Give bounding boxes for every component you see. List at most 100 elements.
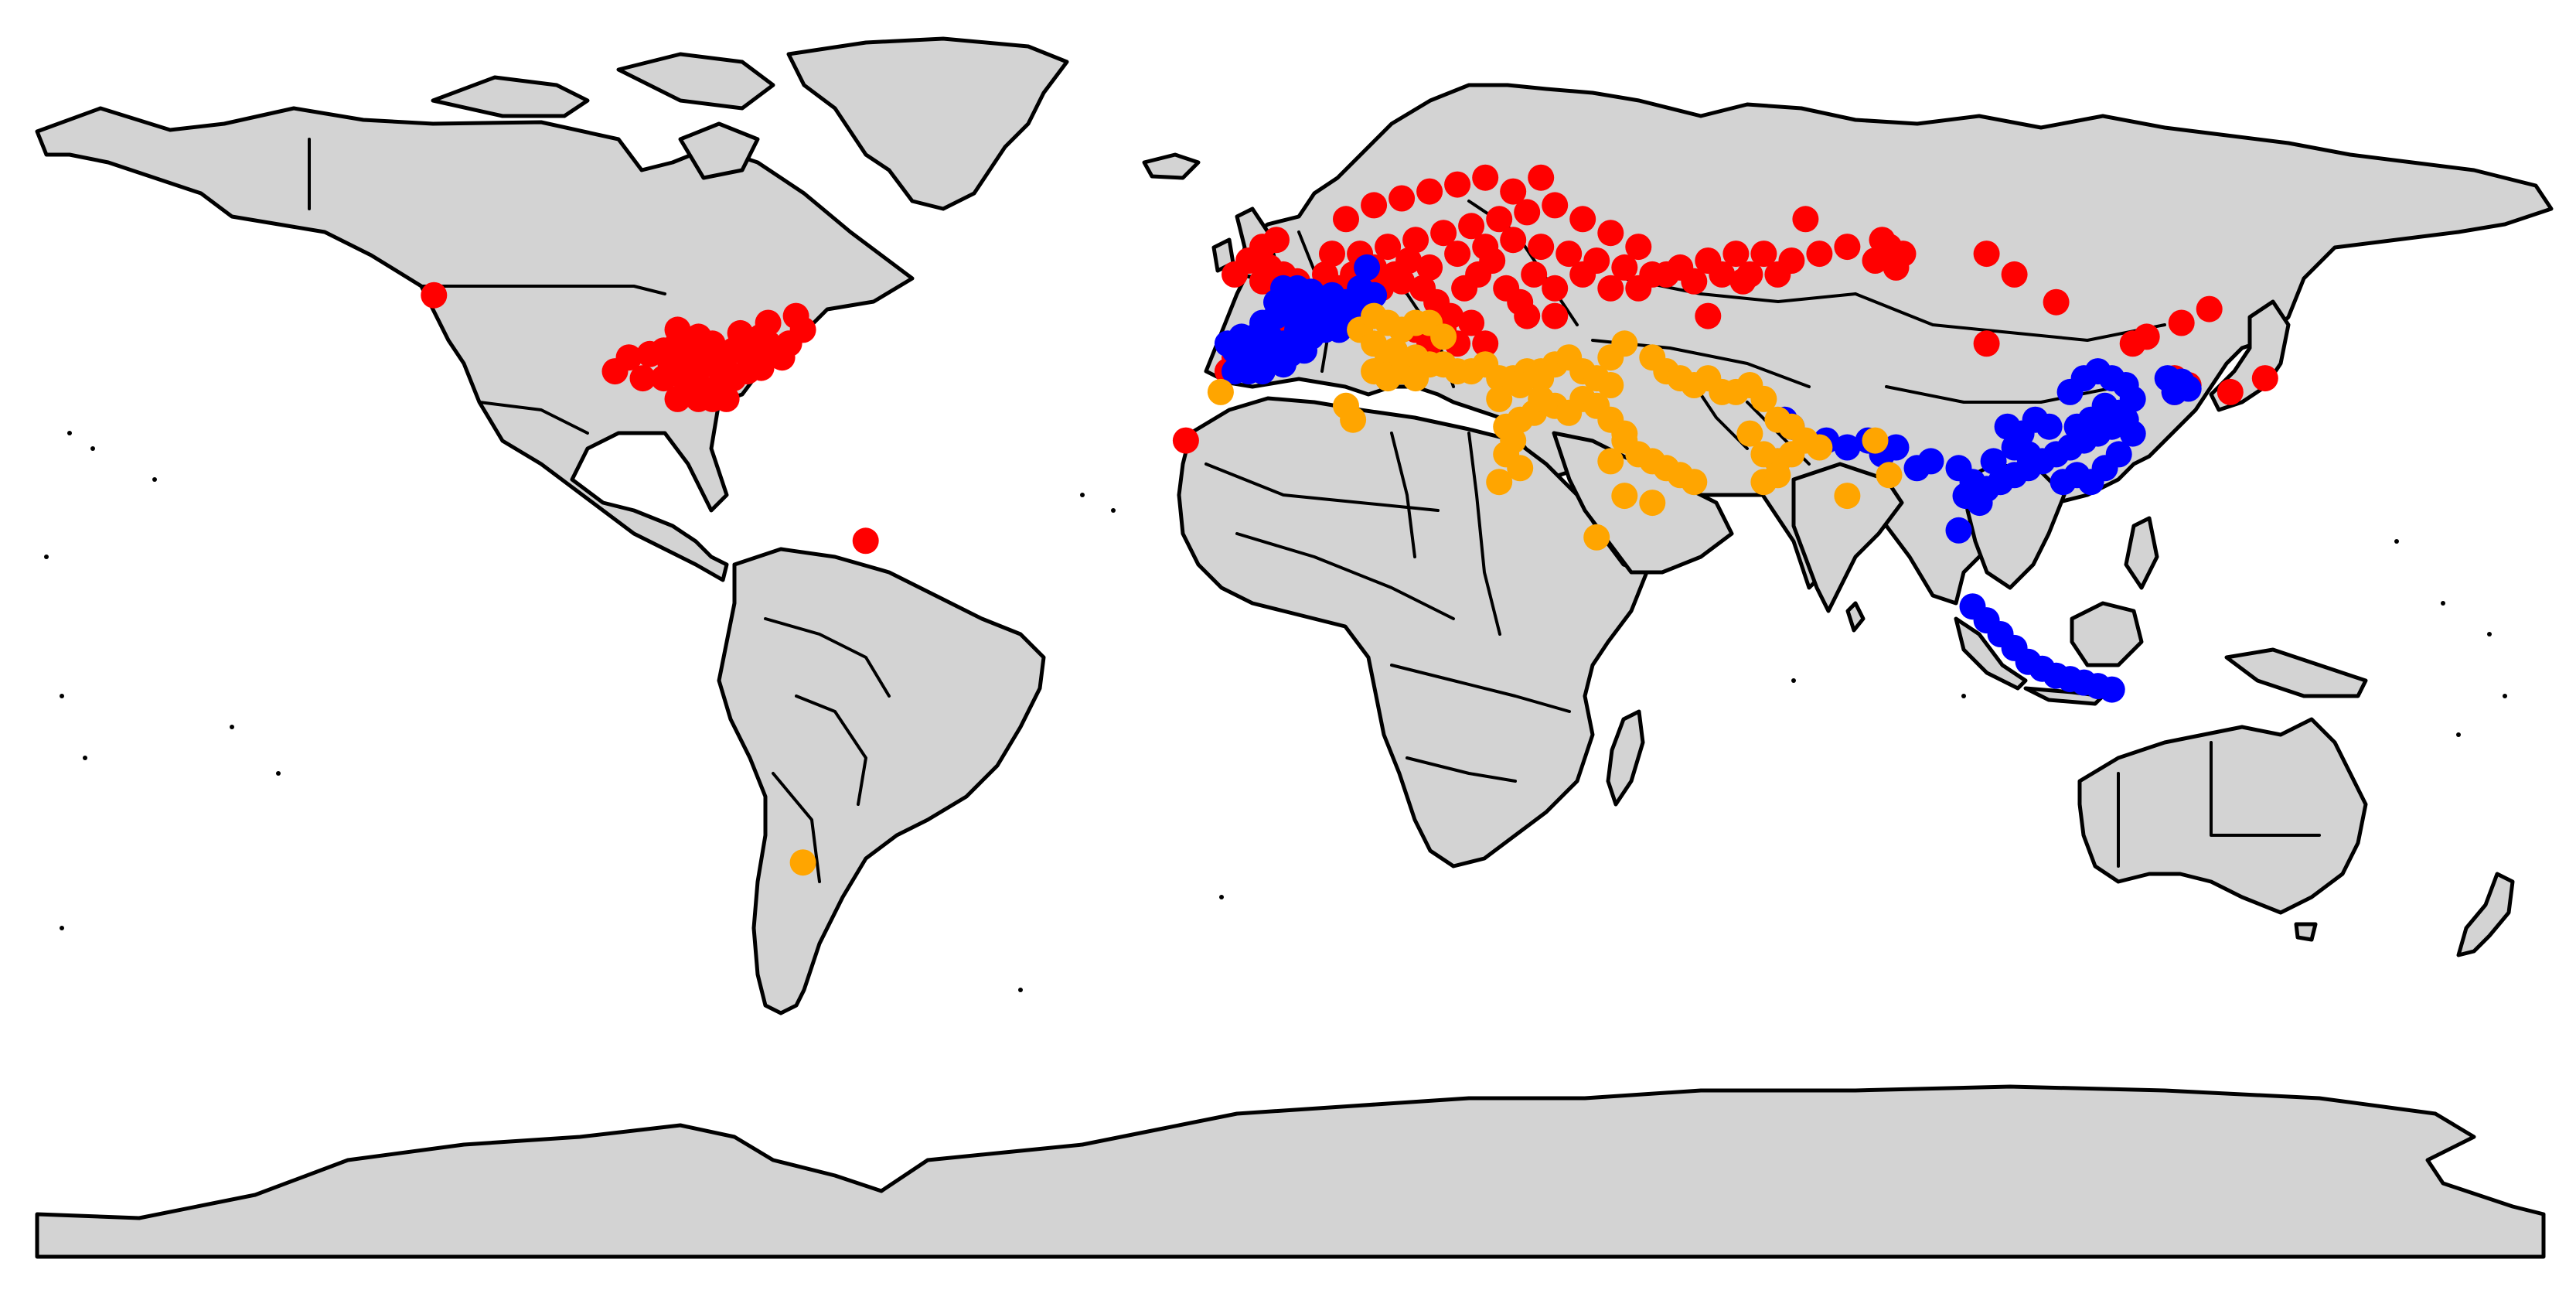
point-marker (1653, 261, 1680, 288)
java (2023, 686, 2105, 706)
point-marker (1750, 241, 1777, 268)
point-marker (1597, 372, 1624, 398)
new-zealand (2456, 872, 2515, 957)
hudson-region (678, 121, 760, 180)
point-marker (1361, 192, 1388, 219)
point-marker (1430, 323, 1457, 350)
point-marker (2098, 676, 2125, 703)
point-marker (1416, 254, 1443, 281)
philippines (2124, 516, 2159, 590)
point-marker (1444, 241, 1471, 268)
point-marker (1444, 171, 1471, 198)
point-marker (1298, 302, 1324, 329)
point-marker (1528, 234, 1555, 261)
land-layer (35, 36, 2554, 1259)
point-marker (421, 282, 448, 309)
point-marker (713, 358, 740, 385)
point-marker (1625, 275, 1652, 302)
point-marker (1542, 275, 1569, 302)
point-marker (1980, 448, 2007, 475)
point-marker (1834, 434, 1861, 461)
australia (2077, 717, 2368, 915)
point-marker (1973, 241, 2000, 268)
small-islands (44, 431, 2507, 992)
point-marker (1500, 178, 1527, 205)
point-marker (1834, 234, 1861, 261)
point-marker (657, 351, 684, 378)
arctic-islands (431, 75, 590, 118)
point-marker (2133, 323, 2160, 350)
point-marker (1340, 406, 1367, 433)
point-marker (1966, 490, 1993, 517)
point-marker (664, 316, 691, 343)
point-marker (1792, 206, 1819, 233)
point-marker (1416, 178, 1443, 205)
point-marker (713, 385, 740, 412)
point-marker (755, 309, 782, 336)
point-marker (1472, 234, 1499, 261)
point-marker (2196, 295, 2223, 322)
country-borders (308, 138, 2321, 883)
arctic-islands-2 (616, 52, 775, 111)
point-marker (1764, 462, 1791, 489)
point-marker (1945, 517, 1972, 544)
point-marker (2217, 378, 2244, 405)
point-marker (1542, 192, 1569, 219)
point-marker (1375, 365, 1402, 392)
iceland (1142, 152, 1201, 180)
point-marker (727, 319, 754, 346)
point-marker (1611, 330, 1638, 357)
point-marker (1597, 220, 1624, 247)
point-marker (1207, 378, 1234, 405)
point-marker (1876, 462, 1903, 489)
point-marker (852, 527, 879, 555)
point-marker (1319, 282, 1345, 309)
point-marker (1402, 227, 1429, 254)
point-marker (1736, 420, 1763, 447)
point-marker (2001, 261, 2028, 288)
point-marker (1625, 234, 1652, 261)
point-marker (1500, 227, 1527, 254)
point-marker (782, 302, 809, 329)
point-marker (1583, 524, 1610, 551)
point-marker (1569, 261, 1596, 288)
point-marker (1486, 206, 1513, 233)
point-marker (1389, 185, 1416, 212)
point-marker (1695, 302, 1722, 329)
point-marker (1883, 434, 1910, 461)
new-guinea (2224, 647, 2368, 698)
point-marker (1750, 385, 1777, 412)
point-marker (1382, 337, 1409, 364)
point-marker (1319, 241, 1345, 268)
point-marker (1869, 227, 1896, 254)
point-marker (1270, 351, 1297, 378)
point-marker (2050, 469, 2077, 496)
point-marker (2251, 365, 2278, 392)
point-marker (1973, 330, 2000, 357)
point-marker (1764, 261, 1791, 288)
point-marker (1806, 241, 1833, 268)
point-marker (1597, 275, 1624, 302)
point-marker (1709, 261, 1736, 288)
point-marker (664, 385, 691, 412)
point-marker (1249, 358, 1276, 385)
point-marker (1361, 282, 1388, 309)
point-marker (1298, 278, 1324, 305)
point-marker (2043, 288, 2070, 316)
point-marker (1806, 434, 1833, 461)
point-marker (1389, 268, 1416, 295)
point-marker (1528, 164, 1555, 191)
south-america (717, 547, 1046, 1015)
point-series-1 (421, 164, 2278, 555)
point-marker (1472, 164, 1499, 191)
point-marker (692, 337, 719, 364)
point-marker (1395, 247, 1423, 274)
point-marker (1333, 206, 1359, 233)
point-marker (1917, 448, 1944, 475)
occurrence-points (421, 164, 2278, 876)
point-marker (1514, 302, 1541, 329)
madagascar (1606, 709, 1645, 807)
point-marker (2168, 309, 2195, 336)
point-marker (1472, 330, 1499, 357)
